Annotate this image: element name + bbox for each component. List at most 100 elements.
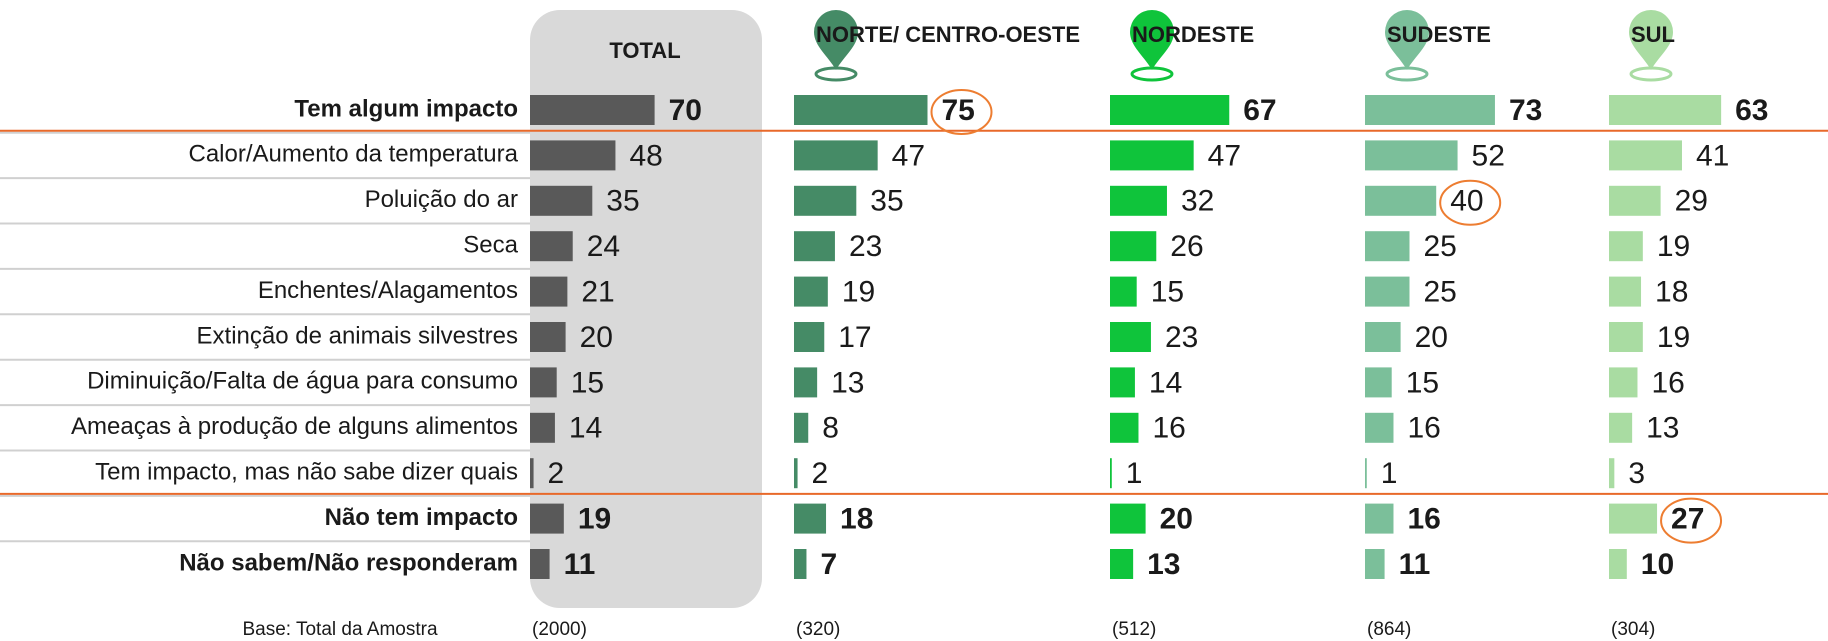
bar: [1365, 503, 1394, 534]
bar: [1110, 231, 1157, 262]
pin-shadow: [1130, 66, 1174, 82]
category-label: Seca: [463, 232, 518, 259]
value-label: 63: [1735, 94, 1768, 127]
bar: [794, 322, 825, 352]
category-label: Não tem impacto: [325, 504, 518, 531]
bar: [1110, 276, 1137, 307]
value-label: 13: [1147, 548, 1180, 581]
category-label: Tem impacto, mas não sabe dizer quais: [95, 459, 518, 486]
bar: [794, 549, 807, 579]
value-label: 18: [1655, 276, 1688, 309]
value-label: 23: [849, 230, 882, 263]
bar: [1609, 322, 1643, 352]
highlight-circle: [1439, 179, 1502, 226]
bar: [1609, 95, 1722, 125]
value-label: 20: [1160, 503, 1193, 536]
value-label: 7: [820, 548, 837, 581]
bar: [1365, 458, 1367, 489]
bar: [1609, 185, 1661, 216]
base-value: (304): [1611, 619, 1655, 640]
value-label: 70: [669, 94, 702, 127]
bar: [530, 412, 555, 443]
bar: [1365, 367, 1392, 398]
value-label: 20: [580, 321, 613, 354]
highlight-circle: [930, 89, 993, 135]
bar: [1365, 276, 1410, 307]
bar: [1365, 231, 1410, 262]
highlight-circle: [1660, 497, 1723, 544]
bar: [794, 95, 928, 125]
bar: [1365, 322, 1401, 352]
bar: [1365, 412, 1394, 443]
bar: [1609, 503, 1658, 534]
bar: [530, 458, 534, 489]
bar: [1110, 412, 1139, 443]
value-label: 19: [578, 503, 611, 536]
value-label: 2: [812, 457, 829, 490]
bar: [794, 231, 835, 262]
value-label: 16: [1407, 503, 1440, 536]
location-pin: [1130, 10, 1174, 70]
value-label: 47: [1208, 139, 1241, 172]
bar: [530, 503, 564, 534]
value-label: 18: [840, 503, 873, 536]
series-header: NORDESTE: [1132, 22, 1254, 47]
location-pin: [1629, 10, 1673, 70]
value-label: 41: [1696, 139, 1729, 172]
series-header: SUL: [1631, 22, 1675, 47]
bar: [1609, 140, 1682, 171]
value-label: 20: [1415, 321, 1448, 354]
value-label: 10: [1641, 548, 1674, 581]
bar: [1365, 140, 1458, 171]
category-label: Extinção de animais silvestres: [197, 322, 518, 349]
bar: [794, 140, 878, 171]
bar: [530, 140, 616, 171]
value-label: 52: [1472, 139, 1505, 172]
pin-shadow: [1385, 66, 1429, 82]
value-label: 35: [606, 185, 639, 218]
bar: [1365, 549, 1385, 579]
bar: [530, 276, 568, 307]
pin-shadow: [1629, 66, 1673, 82]
category-label: Não sabem/Não responderam: [179, 549, 518, 576]
location-pin: [814, 10, 858, 70]
value-label: 15: [1151, 276, 1184, 309]
value-label: 26: [1170, 230, 1203, 263]
bar: [1609, 276, 1642, 307]
bar: [530, 322, 566, 352]
series-header: SUDESTE: [1387, 22, 1491, 47]
value-label: 13: [1646, 412, 1679, 445]
base-value: (2000): [532, 619, 587, 640]
value-label: 29: [1675, 185, 1708, 218]
value-label: 11: [1399, 548, 1431, 581]
base-value: (864): [1367, 619, 1411, 640]
value-label: 35: [870, 185, 903, 218]
bar: [530, 95, 655, 125]
value-label: 3: [1628, 457, 1645, 490]
series-header: NORTE/ CENTRO-OESTE: [816, 22, 1080, 47]
bar: [1365, 185, 1437, 216]
category-label: Calor/Aumento da temperatura: [188, 141, 518, 168]
bar: [530, 549, 550, 579]
location-pin: [1384, 9, 1429, 71]
category-label: Enchentes/Alagamentos: [258, 277, 518, 304]
value-label: 67: [1243, 94, 1276, 127]
value-label: 25: [1424, 276, 1457, 309]
category-label: Poluição do ar: [365, 186, 518, 213]
value-label: 8: [822, 412, 839, 445]
bar: [1110, 185, 1167, 216]
bar: [794, 412, 809, 443]
value-label: 15: [1406, 366, 1439, 399]
value-label: 19: [1657, 230, 1690, 263]
value-label: 1: [1126, 457, 1143, 490]
value-label: 16: [1651, 366, 1684, 399]
value-label: 11: [564, 548, 596, 581]
bar: [1609, 412, 1633, 443]
series-header: TOTAL: [609, 38, 680, 63]
bar: [794, 185, 857, 216]
value-label: 13: [831, 366, 864, 399]
bar: [530, 185, 593, 216]
base-value: (512): [1112, 619, 1156, 640]
bar: [794, 458, 798, 489]
